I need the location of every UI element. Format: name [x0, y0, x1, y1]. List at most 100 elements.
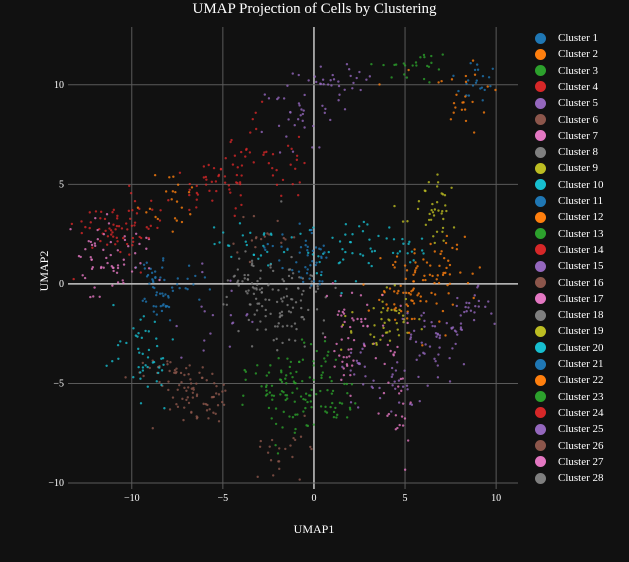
scatter-point	[397, 392, 401, 395]
scatter-point	[387, 412, 391, 416]
scatter-point	[452, 101, 456, 105]
legend-item[interactable]: Cluster 17	[535, 291, 625, 307]
scatter-point	[347, 68, 351, 71]
scatter-point	[195, 393, 199, 396]
scatter-point	[116, 266, 120, 270]
scatter-point	[111, 211, 114, 214]
scatter-point	[390, 410, 393, 413]
legend-item[interactable]: Cluster 3	[535, 63, 625, 79]
legend-item[interactable]: Cluster 10	[535, 177, 625, 193]
scatter-point	[254, 111, 257, 114]
legend-item[interactable]: Cluster 26	[535, 438, 625, 454]
scatter-point	[349, 394, 352, 398]
legend-item[interactable]: Cluster 20	[535, 340, 625, 356]
legend-item[interactable]: Cluster 28	[535, 470, 625, 486]
scatter-point	[457, 89, 460, 93]
cluster-series	[105, 220, 374, 405]
scatter-point	[326, 388, 329, 392]
scatter-point	[464, 95, 467, 98]
scatter-point	[312, 423, 316, 426]
legend-item[interactable]: Cluster 5	[535, 95, 625, 111]
scatter-point	[484, 305, 487, 309]
cluster-series	[124, 359, 227, 423]
scatter-point	[468, 301, 471, 305]
scatter-point	[267, 371, 271, 374]
scatter-point	[323, 111, 327, 115]
legend-item[interactable]: Cluster 19	[535, 323, 625, 339]
legend-label: Cluster 1	[558, 32, 599, 44]
scatter-point	[455, 304, 459, 308]
scatter-point	[98, 295, 101, 298]
scatter-point	[119, 250, 122, 254]
legend-item[interactable]: Cluster 25	[535, 421, 625, 437]
scatter-point	[452, 74, 455, 78]
y-tick-label: −10	[48, 478, 64, 489]
legend-item[interactable]: Cluster 21	[535, 356, 625, 372]
legend-item[interactable]: Cluster 8	[535, 144, 625, 160]
scatter-point	[155, 344, 159, 348]
scatter-point	[90, 258, 93, 261]
legend-item[interactable]: Cluster 1	[535, 30, 625, 46]
scatter-point	[210, 396, 214, 399]
scatter-point	[471, 84, 475, 87]
scatter-point	[435, 185, 439, 188]
scatter-point	[242, 394, 245, 397]
scatter-point	[183, 406, 186, 409]
scatter-point	[259, 277, 262, 280]
scatter-point	[99, 217, 102, 220]
scatter-point	[96, 238, 100, 241]
scatter-point	[151, 427, 154, 430]
scatter-point	[340, 291, 343, 295]
legend-item[interactable]: Cluster 13	[535, 226, 625, 242]
legend-item[interactable]: Cluster 14	[535, 242, 625, 258]
cluster-series	[89, 135, 306, 274]
legend-item[interactable]: Cluster 12	[535, 209, 625, 225]
legend-swatch	[535, 195, 546, 207]
scatter-point	[411, 64, 414, 67]
scatter-point	[448, 356, 451, 360]
scatter-point	[260, 100, 264, 103]
legend-item[interactable]: Cluster 11	[535, 193, 625, 209]
scatter-point	[427, 218, 431, 222]
scatter-point	[292, 236, 296, 239]
scatter-point	[287, 338, 291, 341]
scatter-point	[173, 371, 176, 374]
scatter-point	[448, 380, 452, 383]
legend-item[interactable]: Cluster 23	[535, 389, 625, 405]
legend-item[interactable]: Cluster 15	[535, 258, 625, 274]
legend-item[interactable]: Cluster 27	[535, 454, 625, 470]
scatter-point	[256, 302, 259, 305]
scatter-point	[392, 353, 395, 356]
scatter-point	[294, 167, 297, 170]
scatter-point	[77, 254, 81, 258]
scatter-point	[393, 380, 396, 383]
scatter-point	[444, 271, 447, 275]
legend-item[interactable]: Cluster 4	[535, 79, 625, 95]
scatter-point	[178, 171, 182, 174]
legend-item[interactable]: Cluster 6	[535, 112, 625, 128]
scatter-point	[167, 380, 170, 383]
legend-item[interactable]: Cluster 16	[535, 275, 625, 291]
legend-item[interactable]: Cluster 7	[535, 128, 625, 144]
scatter-point	[69, 228, 72, 231]
cluster-series	[222, 255, 326, 352]
scatter-point	[264, 248, 267, 252]
scatter-point	[164, 293, 167, 296]
scatter-point	[290, 255, 293, 259]
scatter-point	[255, 288, 258, 291]
legend-item[interactable]: Cluster 9	[535, 160, 625, 176]
scatter-point	[320, 374, 323, 377]
scatter-point	[355, 76, 358, 80]
legend-item[interactable]: Cluster 18	[535, 307, 625, 323]
scatter-point	[130, 224, 134, 228]
legend-item[interactable]: Cluster 24	[535, 405, 625, 421]
legend-swatch	[535, 114, 546, 125]
legend-item[interactable]: Cluster 22	[535, 372, 625, 388]
legend-item[interactable]: Cluster 2	[535, 46, 625, 62]
scatter-point	[383, 362, 386, 366]
scatter-point	[405, 76, 409, 79]
cluster-series	[136, 59, 497, 296]
scatter-point	[180, 220, 184, 224]
cluster-series	[83, 232, 412, 471]
